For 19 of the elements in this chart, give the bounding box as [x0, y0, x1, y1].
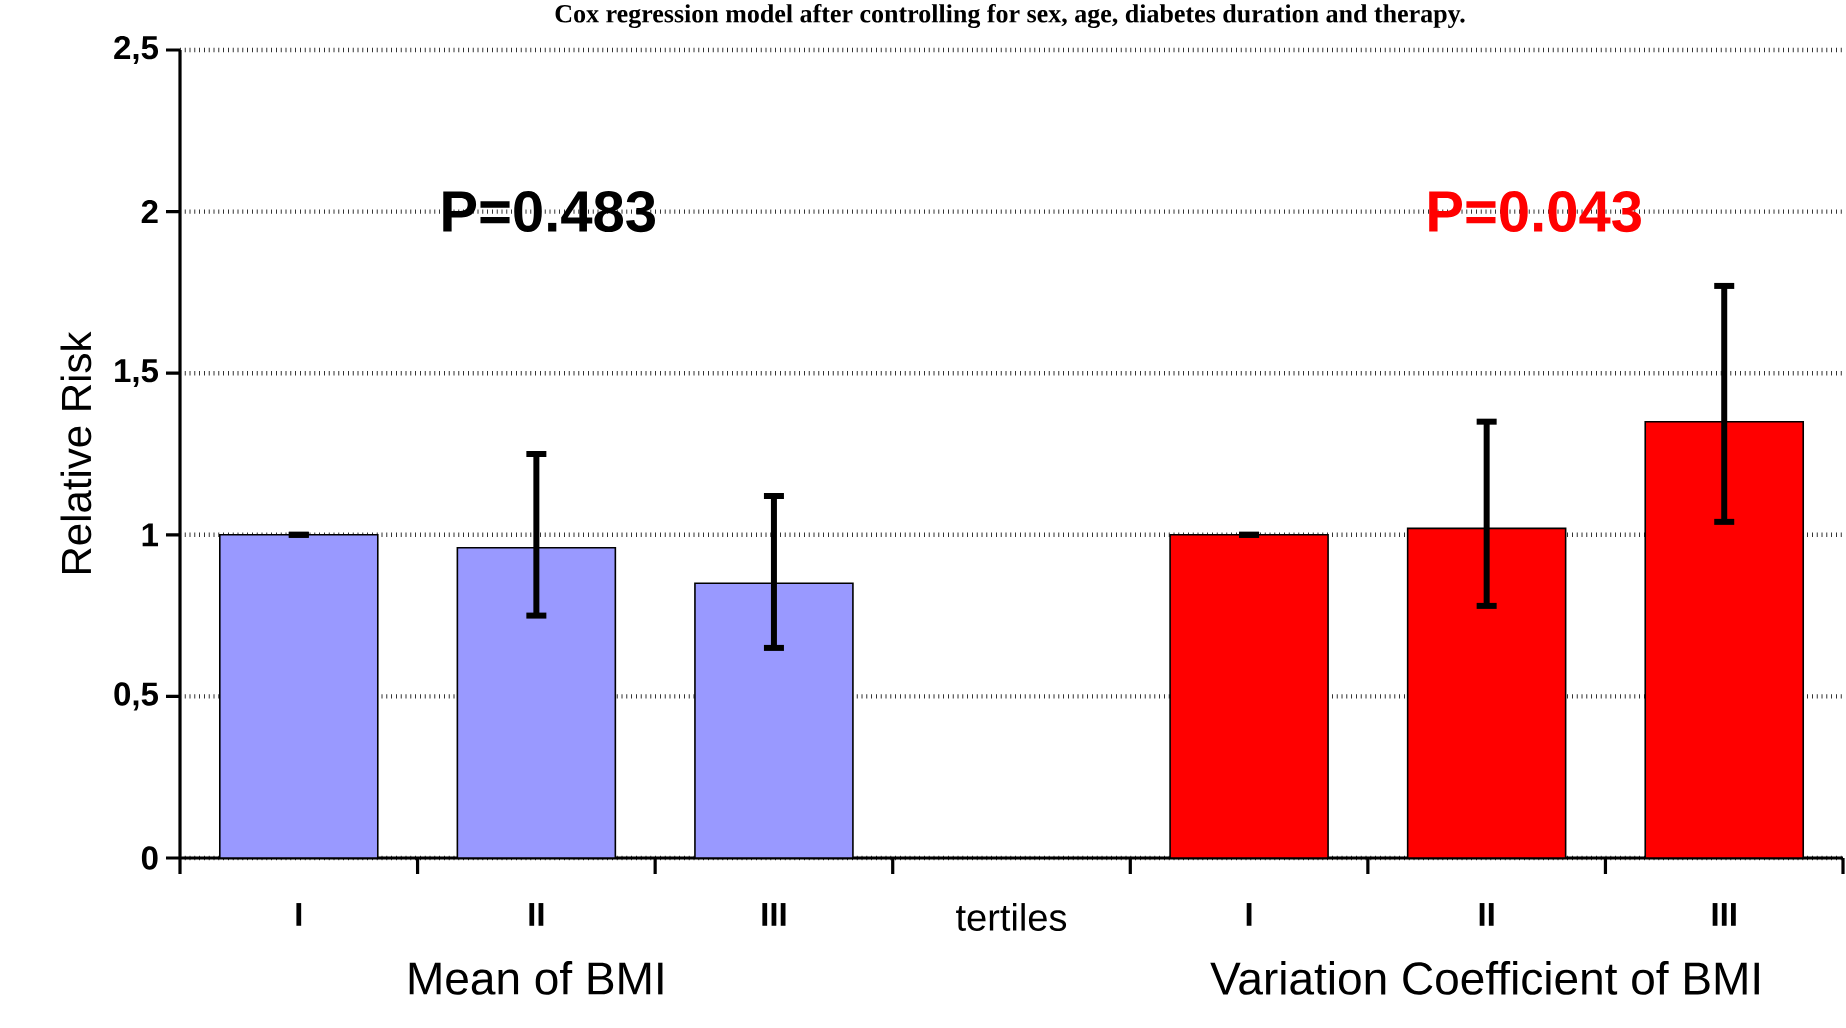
y-tick-label: 0,5 — [114, 682, 159, 711]
y-tick-label: 1,5 — [115, 359, 159, 388]
x-tick-label: I — [296, 903, 302, 926]
x-tick-label: III — [762, 903, 786, 926]
chart-title: Cox regression model after controlling for sex, age, diabetes duration and therapy. — [555, 3, 1465, 29]
x-tick-label: I — [1246, 903, 1252, 926]
text: Variation Coefficient of BMI — [1210, 961, 1759, 995]
x-tick-label: II — [1479, 903, 1494, 926]
annotation: P=0.483 — [443, 191, 655, 233]
y-axis-title: Relative Risk — [60, 331, 92, 574]
x-tick-label: III — [1712, 903, 1736, 926]
annotation: P=0.043 — [1429, 191, 1641, 233]
y-tick-label: 1 — [142, 523, 159, 547]
y-tick-label: 2 — [141, 200, 158, 224]
y-tick-label: 0 — [141, 846, 158, 870]
y-tick-label: 2,5 — [114, 35, 159, 65]
text: Mean of BMI — [409, 961, 663, 995]
x-tick-label: II — [529, 903, 544, 926]
x-tick-label: tertiles — [956, 903, 1067, 931]
